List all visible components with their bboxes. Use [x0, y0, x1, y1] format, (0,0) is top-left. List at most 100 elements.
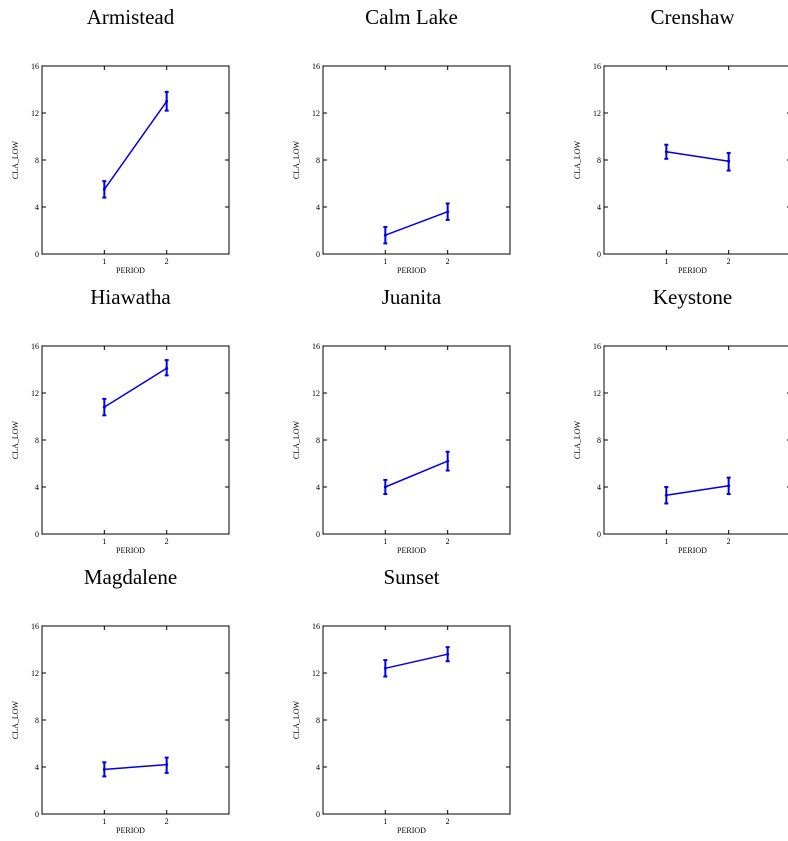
y-tick-label: 16 [312, 62, 320, 71]
x-tick-label: 1 [383, 257, 387, 266]
data-point [664, 150, 668, 154]
y-tick-label: 8 [316, 156, 320, 165]
y-tick-label: 8 [35, 716, 39, 725]
y-tick-label: 8 [316, 716, 320, 725]
series-line [385, 460, 448, 488]
y-axis-label: CLA_LOW [292, 420, 301, 459]
x-tick-label: 2 [727, 257, 731, 266]
series-line [103, 100, 168, 190]
series-line [385, 210, 448, 236]
y-tick-label: 0 [316, 810, 320, 819]
panel-title: Hiawatha [90, 285, 171, 309]
x-axis-label: PERIOD [397, 826, 426, 835]
y-tick-label: 4 [316, 203, 320, 212]
series-line [385, 653, 448, 670]
y-tick-label: 12 [31, 669, 39, 678]
x-tick-label: 1 [664, 537, 668, 546]
plot-frame [322, 65, 511, 255]
x-tick-label: 2 [165, 817, 169, 826]
y-axis-label: CLA_LOW [11, 140, 20, 179]
y-tick-label: 8 [35, 156, 39, 165]
y-tick-label: 4 [35, 203, 39, 212]
data-point [102, 187, 106, 191]
y-tick-label: 0 [597, 530, 601, 539]
y-tick-label: 4 [35, 483, 39, 492]
plot-frame [322, 625, 511, 815]
x-tick-label: 2 [446, 537, 450, 546]
x-axis-label: PERIOD [678, 266, 707, 275]
x-tick-label: 1 [383, 817, 387, 826]
y-tick-label: 8 [316, 436, 320, 445]
y-tick-label: 8 [597, 436, 601, 445]
y-tick-label: 16 [31, 62, 39, 71]
y-tick-label: 0 [35, 810, 39, 819]
y-tick-label: 16 [593, 62, 601, 71]
y-tick-label: 12 [31, 389, 39, 398]
series-line [104, 763, 167, 771]
y-tick-label: 8 [597, 156, 601, 165]
series-line [666, 485, 729, 496]
x-axis-label: PERIOD [397, 546, 426, 555]
y-tick-label: 16 [312, 622, 320, 631]
y-axis-label: CLA_LOW [292, 700, 301, 739]
y-tick-label: 8 [35, 436, 39, 445]
data-point [446, 652, 450, 656]
data-point [383, 666, 387, 670]
y-axis-label: CLA_LOW [11, 420, 20, 459]
data-point [165, 99, 169, 103]
x-axis-label: PERIOD [116, 266, 145, 275]
y-tick-label: 0 [35, 250, 39, 259]
series-line [103, 367, 168, 408]
panel-title: Keystone [653, 285, 732, 309]
data-point [727, 159, 731, 163]
x-tick-label: 1 [102, 817, 106, 826]
x-tick-label: 2 [446, 257, 450, 266]
y-tick-label: 16 [593, 342, 601, 351]
panel-title: Juanita [382, 285, 442, 309]
panel-title: Calm Lake [365, 5, 458, 29]
x-tick-label: 2 [446, 817, 450, 826]
panel-title: Armistead [87, 5, 175, 29]
y-tick-label: 16 [31, 342, 39, 351]
plot-frame [41, 345, 230, 535]
y-tick-label: 4 [597, 203, 601, 212]
y-tick-label: 16 [312, 342, 320, 351]
data-point [446, 210, 450, 214]
series-line [666, 151, 729, 162]
y-tick-label: 12 [312, 389, 320, 398]
x-tick-label: 1 [664, 257, 668, 266]
plot-frame [41, 65, 230, 255]
y-axis-label: CLA_LOW [573, 420, 582, 459]
x-tick-label: 1 [102, 537, 106, 546]
data-point [165, 763, 169, 767]
data-point [102, 767, 106, 771]
data-point [383, 485, 387, 489]
x-tick-label: 1 [102, 257, 106, 266]
y-tick-label: 4 [316, 763, 320, 772]
panel-title: Sunset [383, 565, 439, 589]
y-tick-label: 4 [597, 483, 601, 492]
y-tick-label: 0 [316, 250, 320, 259]
y-tick-label: 16 [31, 622, 39, 631]
data-point [727, 484, 731, 488]
x-tick-label: 2 [165, 537, 169, 546]
y-axis-label: CLA_LOW [573, 140, 582, 179]
y-axis-label: CLA_LOW [11, 700, 20, 739]
panel-title: Magdalene [84, 565, 177, 589]
plot-frame [603, 345, 788, 535]
data-point [383, 233, 387, 237]
y-tick-label: 12 [312, 669, 320, 678]
x-axis-label: PERIOD [116, 826, 145, 835]
y-tick-label: 12 [312, 109, 320, 118]
data-point [165, 366, 169, 370]
x-axis-label: PERIOD [397, 266, 426, 275]
